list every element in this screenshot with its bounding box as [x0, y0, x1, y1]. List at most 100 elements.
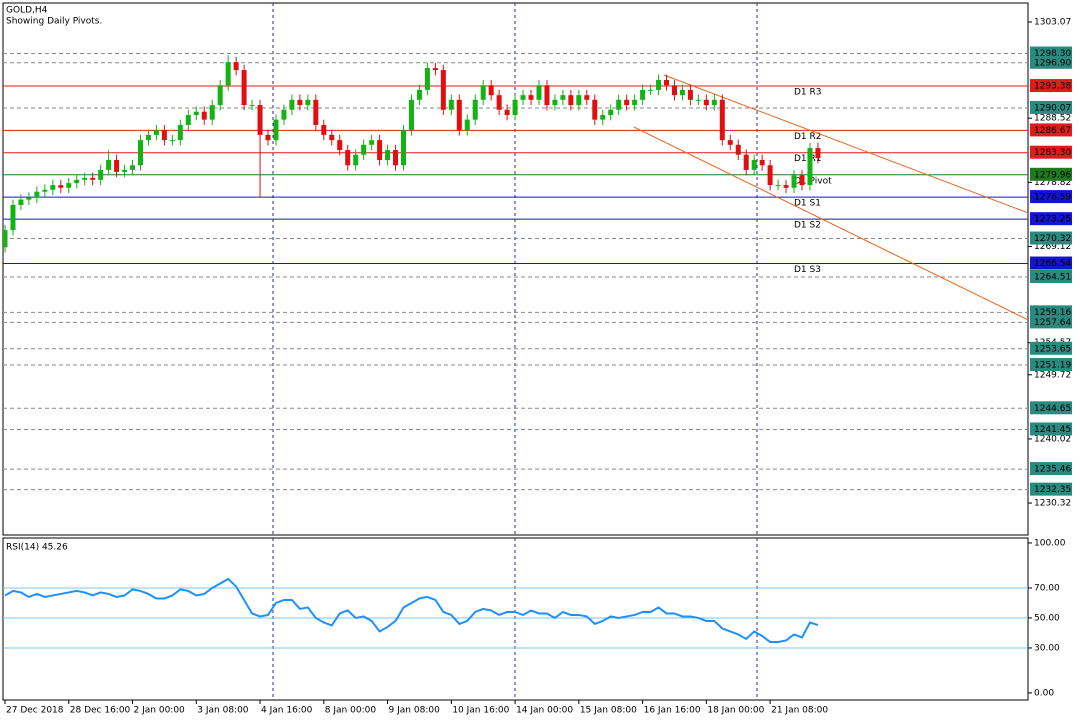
- candle-body: [201, 111, 207, 120]
- candle-body: [464, 119, 470, 131]
- candle-body: [727, 140, 733, 145]
- level-name: D1 S1: [794, 199, 821, 209]
- candle-body: [377, 140, 383, 160]
- candle-body: [608, 109, 614, 116]
- candle-body: [584, 95, 590, 100]
- x-tick-label: 3 Jan 08:00: [197, 706, 249, 716]
- candle-body: [281, 109, 287, 120]
- level-label-box: [1030, 269, 1072, 283]
- y-tick-label: 0.00: [1034, 688, 1054, 698]
- x-tick-label: 21 Jan 08:00: [771, 706, 828, 716]
- candle-body: [576, 95, 582, 106]
- level-label: 1290.07: [1034, 103, 1071, 113]
- y-tick-label: 30.00: [1034, 643, 1060, 653]
- candle-body: [719, 99, 725, 141]
- candle-body: [456, 99, 462, 131]
- candle-body: [273, 119, 279, 141]
- candle-body: [711, 99, 717, 106]
- y-tick-label: 1230.32: [1034, 499, 1071, 509]
- candle-body: [313, 99, 319, 125]
- candle-body: [807, 148, 813, 186]
- level-label-box: [1030, 256, 1072, 270]
- candle-body: [153, 130, 159, 135]
- candle-body: [791, 175, 797, 188]
- level-label-box: [1030, 79, 1072, 93]
- x-tick-label: 16 Jan 16:00: [644, 706, 701, 716]
- candle-body: [408, 99, 414, 131]
- level-label-box: [1030, 462, 1072, 476]
- level-label: 1251.19: [1034, 361, 1071, 371]
- candle-body: [759, 159, 765, 166]
- level-label-box: [1030, 482, 1072, 496]
- candle-body: [161, 130, 167, 141]
- rsi-line: [4, 577, 819, 643]
- candle-body: [98, 169, 104, 180]
- x-tick-label: 2 Jan 00:00: [134, 706, 186, 716]
- candle-body: [703, 99, 709, 106]
- level-label: 1298.30: [1034, 49, 1071, 59]
- y-tick-label: 1278.82: [1034, 178, 1071, 188]
- candle-body: [50, 185, 56, 190]
- y-tick-label: 50.00: [1034, 613, 1060, 623]
- level-label: 1232.35: [1034, 485, 1071, 495]
- candle-body: [512, 99, 518, 116]
- x-tick-label: 28 Dec 16:00: [70, 706, 131, 716]
- trendline: [663, 74, 1028, 214]
- candle-body: [448, 99, 454, 110]
- x-tick-label: 9 Jan 08:00: [389, 706, 441, 716]
- candle-body: [3, 230, 8, 248]
- candle-body: [440, 70, 446, 110]
- candle-body: [114, 159, 120, 172]
- level-name: D1 Pivot: [794, 176, 832, 186]
- candle-body: [185, 115, 191, 125]
- candle-body: [305, 99, 311, 106]
- candle-body: [743, 154, 749, 170]
- candle-body: [799, 175, 805, 186]
- candle-body: [560, 95, 566, 100]
- candle-body: [122, 169, 128, 172]
- candle-body: [337, 140, 343, 151]
- level-label: 1257.64: [1034, 318, 1071, 328]
- candle-body: [137, 140, 143, 166]
- candle-body: [687, 89, 693, 100]
- candle-body: [416, 89, 422, 100]
- candle-body: [217, 85, 223, 106]
- y-tick-label: 70.00: [1034, 583, 1060, 593]
- candle-body: [345, 150, 351, 166]
- chart-subtitle: Showing Daily Pivots.: [6, 17, 102, 27]
- candle-body: [193, 111, 199, 116]
- candle-body: [656, 79, 662, 90]
- x-tick-label: 4 Jan 16:00: [261, 706, 313, 716]
- candle-body: [225, 62, 231, 86]
- rsi-plot: [3, 577, 1028, 649]
- candle-body: [695, 99, 701, 101]
- level-label: 1283.30: [1034, 148, 1071, 158]
- candle-body: [257, 105, 263, 135]
- candle-body: [592, 99, 598, 120]
- candle-body: [671, 85, 677, 96]
- level-name: D1 R2: [794, 132, 822, 142]
- x-tick-label: 15 Jan 08:00: [580, 706, 637, 716]
- y-tick-label: 1288.52: [1034, 114, 1071, 124]
- candle-body: [241, 70, 247, 106]
- candle-body: [544, 85, 550, 106]
- candle-body: [424, 68, 430, 90]
- candle-body: [568, 95, 574, 106]
- candle-body: [520, 95, 526, 100]
- candle-body: [432, 68, 438, 71]
- level-name: D1 S2: [794, 221, 821, 231]
- candle-body: [616, 99, 622, 110]
- candle-body: [361, 144, 367, 155]
- level-label-box: [1030, 100, 1072, 114]
- candle-body: [536, 85, 542, 100]
- candle-body: [265, 134, 271, 141]
- candle-body: [321, 124, 327, 135]
- candle-body: [679, 89, 685, 96]
- axes: 1303.071288.521278.821269.121254.571249.…: [4, 17, 1072, 716]
- level-label-box: [1030, 341, 1072, 355]
- level-label: 1266.54: [1034, 259, 1071, 269]
- candle-body: [751, 159, 757, 170]
- candle-body: [145, 134, 151, 141]
- level-label: 1279.96: [1034, 170, 1071, 180]
- level-label-box: [1030, 315, 1072, 329]
